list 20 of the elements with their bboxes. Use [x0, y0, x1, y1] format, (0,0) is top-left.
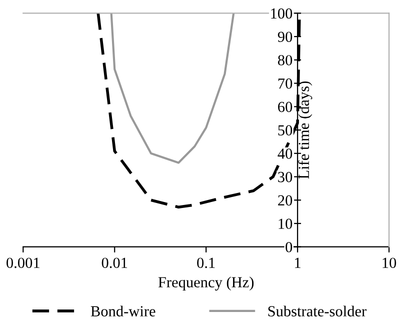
- y-tick-label: 20: [278, 195, 292, 206]
- x-tick-label: 10: [382, 258, 396, 268]
- x-tick-label: 0.01: [102, 258, 128, 268]
- y-tick-label: 90: [278, 32, 292, 42]
- y-tick-label: 70: [278, 78, 292, 89]
- x-tick-label: 1: [295, 258, 300, 268]
- y-tick-label: 40: [278, 148, 292, 159]
- x-tick-label: 0.001: [6, 258, 40, 268]
- y-axis-title: Life time (days): [298, 81, 312, 179]
- y-tick-label: 100: [271, 8, 292, 19]
- legend-label: Bond-wire: [90, 306, 156, 316]
- y-tick-label: 80: [278, 55, 292, 66]
- legend-label: Substrate-solder: [268, 306, 366, 316]
- y-tick-label: 50: [278, 125, 292, 136]
- x-axis-title: Frequency (Hz): [158, 276, 254, 291]
- y-tick-label: 30: [278, 172, 292, 182]
- y-tick-label: 60: [278, 102, 292, 112]
- x-tick-label: 0.1: [197, 258, 215, 268]
- y-tick-label: 0: [286, 242, 292, 252]
- y-tick-label: 10: [278, 218, 292, 229]
